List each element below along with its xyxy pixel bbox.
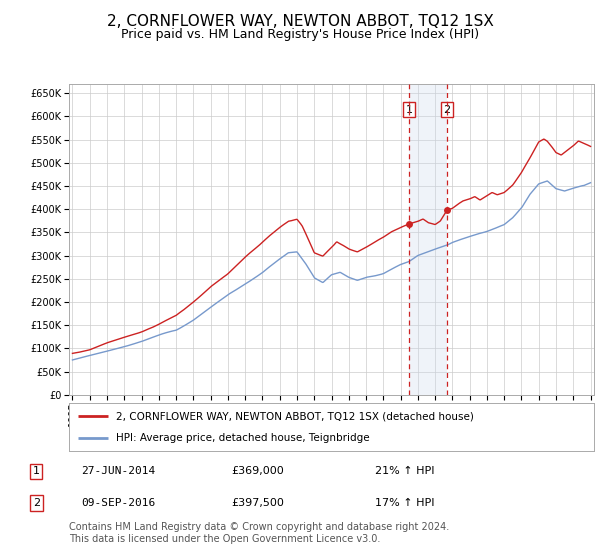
Text: £369,000: £369,000	[231, 466, 284, 477]
Text: 2, CORNFLOWER WAY, NEWTON ABBOT, TQ12 1SX: 2, CORNFLOWER WAY, NEWTON ABBOT, TQ12 1S…	[107, 14, 493, 29]
Text: Contains HM Land Registry data © Crown copyright and database right 2024.
This d: Contains HM Land Registry data © Crown c…	[69, 522, 449, 544]
Text: 09-SEP-2016: 09-SEP-2016	[81, 498, 155, 508]
Text: 17% ↑ HPI: 17% ↑ HPI	[375, 498, 434, 508]
Text: 1: 1	[32, 466, 40, 477]
Text: 2: 2	[32, 498, 40, 508]
Text: 1: 1	[406, 105, 413, 114]
Text: HPI: Average price, detached house, Teignbridge: HPI: Average price, detached house, Teig…	[116, 433, 370, 443]
Text: £397,500: £397,500	[231, 498, 284, 508]
Bar	[409, 84, 447, 395]
Text: 2, CORNFLOWER WAY, NEWTON ABBOT, TQ12 1SX (detached house): 2, CORNFLOWER WAY, NEWTON ABBOT, TQ12 1S…	[116, 411, 474, 421]
Text: Price paid vs. HM Land Registry's House Price Index (HPI): Price paid vs. HM Land Registry's House …	[121, 28, 479, 41]
Text: 2: 2	[443, 105, 451, 114]
Text: 21% ↑ HPI: 21% ↑ HPI	[375, 466, 434, 477]
Text: 27-JUN-2014: 27-JUN-2014	[81, 466, 155, 477]
